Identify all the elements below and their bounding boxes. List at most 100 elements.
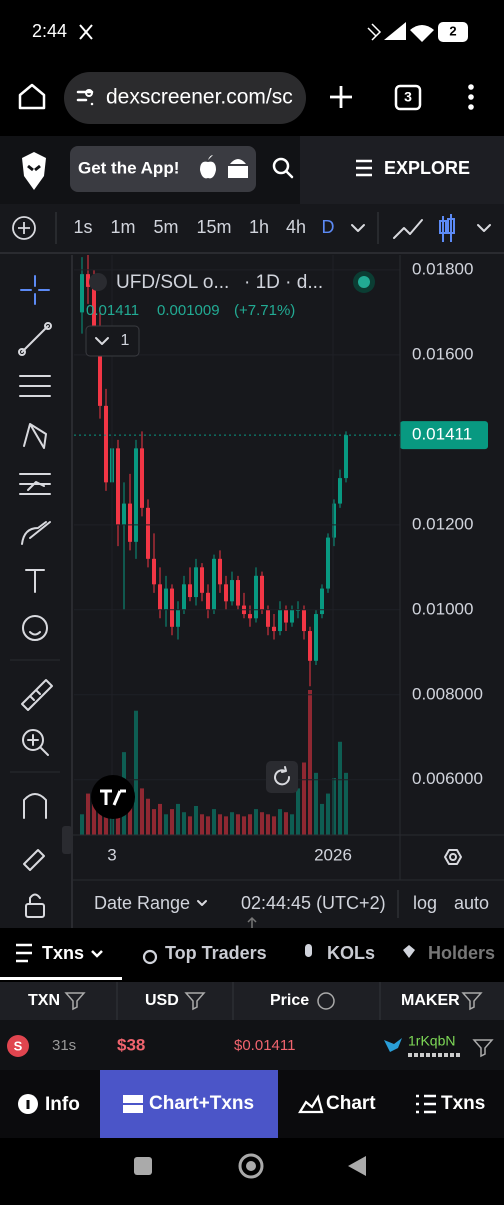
timeframe-option[interactable]: 1h [249,217,269,237]
status-time: 2:44 [32,21,67,41]
site-settings-icon[interactable] [76,90,94,106]
chart-settings[interactable] [444,849,462,865]
timeframe-option[interactable]: 1s [73,217,92,237]
projection-tool[interactable] [19,473,51,495]
volume-bar [344,772,348,835]
text-tool[interactable] [25,569,45,593]
txn-price: $0.01411 [234,1037,295,1054]
toolbar-collapse[interactable] [62,826,72,854]
explore-icon[interactable] [356,159,372,177]
volume-bar [302,762,306,835]
txn-row[interactable] [0,1020,504,1070]
magnet-tool[interactable] [23,793,47,819]
nav-txns[interactable]: Txns [441,1093,485,1114]
timeframe-option[interactable]: 5m [153,217,178,237]
volume-bar [314,772,318,835]
volume-bar [140,788,144,835]
log-toggle[interactable]: log [413,893,437,913]
tradingview-logo[interactable] [91,775,135,819]
candle-body [92,286,96,347]
candle-body [260,575,264,610]
pattern-tool[interactable] [23,423,47,449]
candle-body [80,274,84,313]
indicators-toggle[interactable] [85,325,140,357]
lock-draw-tool[interactable] [23,849,45,871]
txns-nav-icon [416,1094,436,1114]
explore-bg [300,136,504,204]
candle-body [176,609,180,627]
x-icon [79,24,93,40]
y-tick-label: 0.006000 [412,769,483,788]
trendline-tool[interactable] [21,325,49,353]
recents-button[interactable] [134,1157,152,1175]
menu-button[interactable] [468,84,474,110]
candle-body [194,567,198,598]
brush-tool[interactable] [21,521,51,545]
lock-tool[interactable] [25,903,45,918]
date-range-button[interactable]: Date Range [94,893,190,913]
volume-bar [92,803,96,835]
y-tick-label: 0.01600 [412,344,473,363]
nav-chart-txns[interactable]: Chart+Txns [149,1093,254,1114]
nav-chart[interactable]: Chart [326,1093,376,1114]
timeframe-option[interactable]: 4h [286,217,306,237]
volume-bar [260,812,264,835]
holders-icon [403,945,415,958]
home-button[interactable] [18,83,46,110]
tabs-button[interactable] [394,84,422,111]
explore-button[interactable]: EXPLORE [384,158,470,178]
android-icon [228,159,248,178]
tab-top-traders[interactable]: Top Traders [165,943,267,963]
filter-icons[interactable] [64,992,483,1011]
chart-type-line[interactable] [393,219,423,239]
txn-maker[interactable]: 1rKqbN [408,1033,455,1049]
url-text: dexscreener.com/sc [106,86,293,109]
txn-usd: $38 [117,1035,145,1054]
more-chart-types[interactable] [477,224,491,232]
txn-type-badge [7,1035,29,1057]
more-timeframes[interactable] [351,224,365,232]
logo[interactable] [22,152,46,190]
url-bar[interactable] [64,72,306,124]
auto-toggle[interactable]: auto [454,893,489,913]
new-tab-button[interactable] [330,86,352,108]
candle-body [320,588,324,615]
measure-tool[interactable] [21,679,53,711]
y-tick-label: 0.01200 [412,514,473,533]
timeframe-option[interactable]: 15m [196,217,231,237]
nav-info[interactable]: Info [45,1094,80,1115]
column-header: TXN [28,992,60,1009]
timeframe-option[interactable]: D [322,217,335,237]
home-nav-button[interactable] [238,1153,264,1179]
maker-filter[interactable] [472,1039,494,1058]
fib-tool[interactable] [19,375,51,397]
maker-icon [384,1038,402,1052]
tab-txns[interactable]: Txns [42,943,84,963]
volume-bar [272,816,276,835]
volume-bar [308,690,312,835]
battery-level: 2 [449,23,456,38]
reset-chart[interactable] [266,761,298,793]
txn-age: 31s [52,1037,76,1054]
tab-kols[interactable]: KOLs [327,943,375,963]
column-header: Price [270,992,309,1009]
plot [80,255,348,835]
search-button[interactable] [272,157,290,175]
candle-body [266,609,270,627]
bluetooth-icon [367,23,382,41]
emoji-tool[interactable] [22,615,48,641]
candle-body [326,537,330,589]
volume-bar [326,793,330,835]
zoom-tool[interactable] [22,729,44,751]
tab-holders[interactable]: Holders [428,943,495,963]
candle-body [254,575,258,619]
back-button[interactable] [348,1156,366,1176]
crosshair-tool[interactable] [20,275,50,305]
candle-body [98,346,102,406]
signal-icon [384,22,406,40]
volume-bar [320,803,324,835]
add-indicator[interactable] [12,216,36,240]
timeframe-option[interactable]: 1m [110,217,135,237]
last-price-label: 0.01411 [412,425,472,444]
